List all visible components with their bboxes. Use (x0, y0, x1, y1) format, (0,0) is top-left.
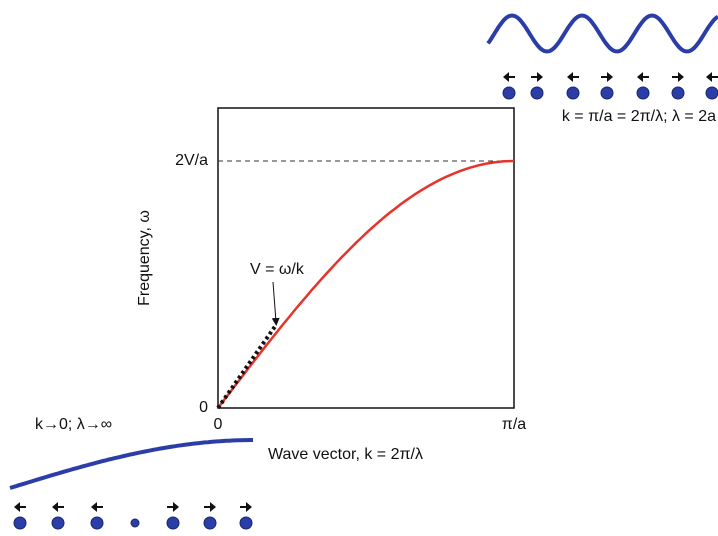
atom (671, 86, 685, 100)
atom (13, 516, 27, 530)
y-max-label: 2V/a (175, 152, 208, 169)
x-max-label: π/a (502, 416, 526, 433)
displacement-arrowhead (52, 502, 58, 512)
displacement-arrowhead (246, 502, 252, 512)
atom (239, 516, 253, 530)
atom (705, 86, 718, 100)
long-wave (9, 438, 253, 490)
dispersion-curve (217, 159, 515, 409)
displacement-arrowhead (567, 72, 573, 82)
displacement-arrowhead (503, 72, 509, 82)
plot-frame (217, 107, 515, 409)
displacement-arrowhead (91, 502, 97, 512)
atom (51, 516, 65, 530)
atom (530, 86, 544, 100)
atom (600, 86, 614, 100)
displacement-arrowhead (637, 72, 643, 82)
atoms (13, 72, 718, 530)
slope-label: V = ω/k (250, 261, 305, 278)
atom (166, 516, 180, 530)
displacement-arrowhead (537, 72, 543, 82)
x-origin-label: 0 (214, 416, 223, 433)
y-title: Frequency, ω (136, 210, 153, 306)
displacement-arrowhead (607, 72, 613, 82)
atom (203, 516, 217, 530)
atom (90, 516, 104, 530)
displacement-arrowhead (173, 502, 179, 512)
x-title: Wave vector, k = 2π/λ (268, 446, 423, 463)
long-wave-label: k→0; λ→∞ (35, 416, 112, 433)
short-wave-label: k = π/a = 2π/λ; λ = 2a (562, 108, 716, 125)
atom (130, 518, 140, 528)
atom (636, 86, 650, 100)
displacement-arrowhead (678, 72, 684, 82)
short-wave (486, 13, 718, 54)
atom (502, 86, 516, 100)
slope-line (216, 323, 278, 410)
displacement-arrowhead (210, 502, 216, 512)
atom (566, 86, 580, 100)
slope-arrow (271, 281, 280, 326)
displacement-arrowhead (706, 72, 712, 82)
displacement-arrowhead (14, 502, 20, 512)
y-origin-label: 0 (199, 399, 208, 416)
